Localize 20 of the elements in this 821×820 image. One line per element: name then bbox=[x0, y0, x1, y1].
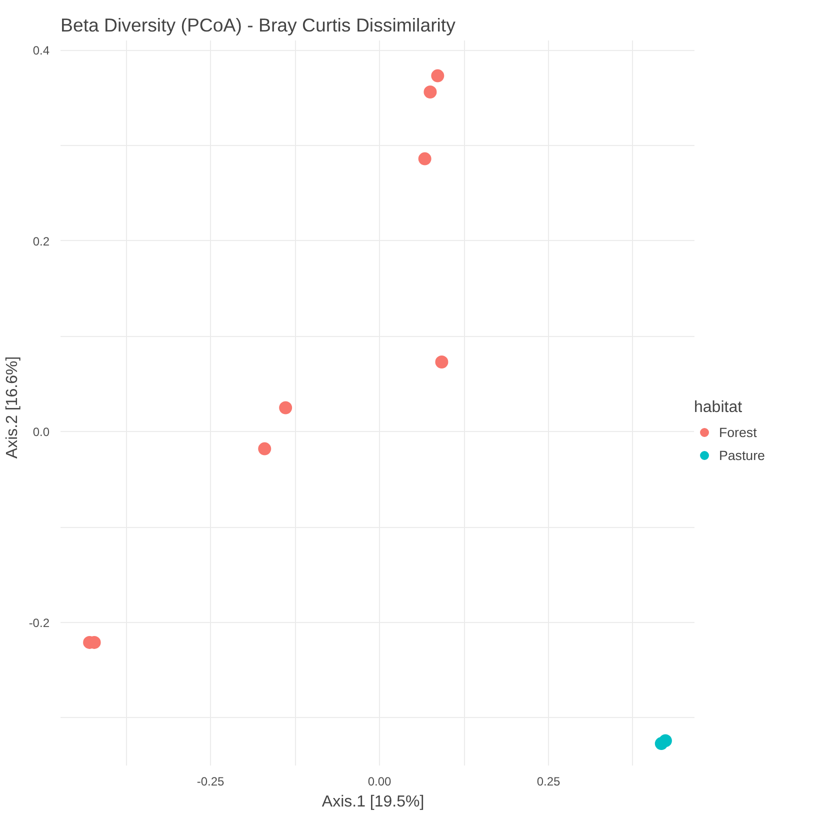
point bbox=[435, 355, 448, 368]
chart-title: Beta Diversity (PCoA) - Bray Curtis Dissimilarity bbox=[60, 14, 456, 36]
x-tick-label: 0.00 bbox=[368, 774, 392, 788]
legend-label: Pasture bbox=[719, 448, 765, 462]
y-tick-label: 0.4 bbox=[32, 44, 50, 58]
y-tick-label: 0.2 bbox=[32, 234, 50, 248]
y-tick-label: -0.2 bbox=[28, 616, 50, 630]
x-axis-title: Axis.1 [19.5%] bbox=[322, 794, 424, 810]
y-tick-label: 0.0 bbox=[32, 425, 50, 440]
point bbox=[258, 442, 272, 456]
y-axis-title: Axis.2 [16.6%] bbox=[4, 356, 21, 459]
point bbox=[424, 86, 437, 98]
x-tick-label: -0.25 bbox=[196, 774, 225, 788]
legend-title: habitat bbox=[694, 399, 744, 417]
point bbox=[431, 69, 444, 82]
point bbox=[658, 734, 672, 748]
legend-label: Forest bbox=[719, 424, 757, 440]
point bbox=[279, 401, 292, 414]
point bbox=[418, 152, 432, 166]
x-tick-label: 0.25 bbox=[536, 774, 561, 788]
